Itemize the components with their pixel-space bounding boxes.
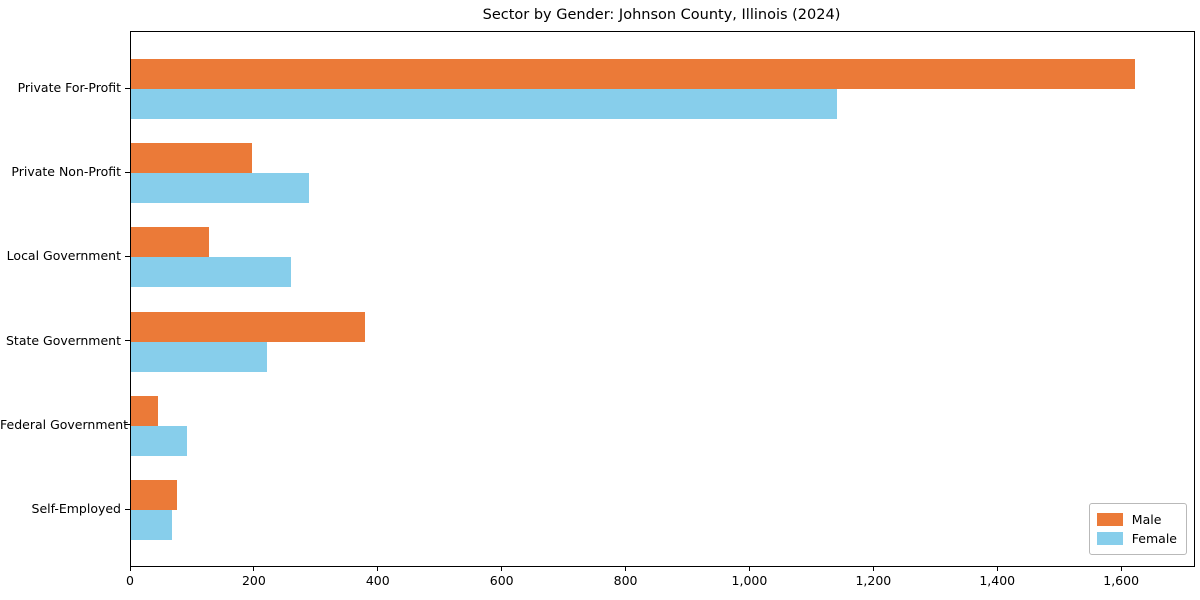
bar-male-local-government	[131, 227, 210, 258]
y-tick-label-self-employed: Self-Employed	[31, 501, 121, 516]
bar-female-federal-government	[131, 425, 187, 456]
x-tick-label: 200	[241, 573, 266, 588]
bar-male-private-non-profit	[131, 143, 252, 174]
x-tick-mark	[748, 566, 750, 571]
y-tick-label-private-for-profit: Private For-Profit	[17, 80, 121, 95]
x-tick-label: 1,600	[1103, 573, 1140, 588]
plot-area: Male Female	[130, 31, 1195, 567]
y-tick-mark	[125, 508, 130, 510]
x-tick-label: 0	[126, 573, 134, 588]
y-tick-label-local-government: Local Government	[6, 248, 121, 264]
x-tick-label: 400	[365, 573, 390, 588]
y-tick-mark	[125, 340, 130, 342]
y-tick-mark	[125, 87, 130, 89]
bar-female-private-non-profit	[131, 173, 309, 204]
legend-item-male: Male	[1096, 510, 1177, 529]
legend-label-female: Female	[1131, 531, 1177, 546]
chart-title: Sector by Gender: Johnson County, Illino…	[482, 7, 841, 23]
legend-label-male: Male	[1131, 512, 1162, 527]
bar-male-private-for-profit	[131, 59, 1135, 89]
legend-item-female: Female	[1096, 529, 1177, 548]
x-tick-mark	[377, 566, 379, 571]
y-tick-mark	[125, 171, 130, 173]
x-tick-mark	[996, 566, 998, 571]
y-tick-mark	[125, 255, 130, 257]
legend-swatch-female	[1096, 532, 1123, 545]
y-tick-label-private-non-profit: Private Non-Profit	[11, 164, 121, 180]
legend-swatch-male	[1096, 513, 1123, 526]
bar-female-private-for-profit	[131, 89, 838, 119]
x-tick-label: 1,000	[731, 573, 768, 588]
x-tick-mark	[872, 566, 874, 571]
x-tick-mark	[253, 566, 255, 571]
bar-female-local-government	[131, 257, 291, 288]
y-tick-label-state-government: State Government	[5, 332, 121, 348]
bar-female-state-government	[131, 341, 267, 372]
bar-female-self-employed	[131, 510, 172, 540]
bar-male-self-employed	[131, 480, 177, 510]
x-tick-mark	[1120, 566, 1122, 571]
x-tick-mark	[501, 566, 503, 571]
x-tick-label: 1,400	[979, 573, 1016, 588]
x-tick-label: 600	[489, 573, 514, 588]
x-tick-label: 1,200	[855, 573, 892, 588]
y-tick-mark	[125, 424, 130, 426]
x-tick-mark	[129, 566, 131, 571]
legend: Male Female	[1088, 503, 1187, 555]
x-tick-mark	[625, 566, 627, 571]
bar-male-federal-government	[131, 395, 158, 426]
bar-male-state-government	[131, 311, 365, 342]
y-tick-label-federal-government: Federal Government	[0, 416, 129, 432]
x-tick-label: 800	[613, 573, 638, 588]
